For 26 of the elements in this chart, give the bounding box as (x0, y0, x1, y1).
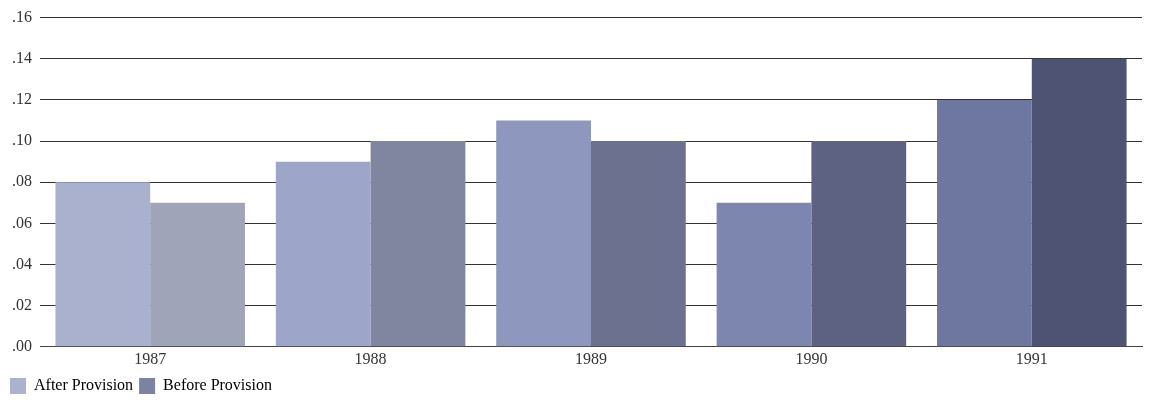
x-tick-label: 1987 (134, 349, 167, 367)
legend-label: After Provision (34, 376, 134, 394)
x-tick-label: 1991 (1015, 349, 1048, 367)
legend-label: Before Provision (163, 376, 272, 394)
y-tick-label: .06 (12, 213, 32, 231)
bar (496, 120, 591, 347)
y-tick-label: .10 (12, 131, 32, 149)
x-tick-label: 1988 (354, 349, 387, 367)
y-tick-label: .08 (12, 172, 32, 190)
y-tick-label: .16 (12, 7, 32, 25)
y-tick-label: .04 (12, 254, 32, 272)
x-tick-label: 1989 (575, 349, 607, 367)
bar (937, 99, 1032, 347)
bar (811, 141, 907, 347)
y-tick-label: .00 (12, 337, 32, 354)
y-tick-label: .02 (12, 295, 32, 313)
bar (716, 202, 812, 347)
bar (1031, 58, 1127, 347)
bar (275, 161, 371, 347)
x-tick-label: 1990 (795, 349, 828, 367)
bar (150, 202, 245, 347)
bar (591, 141, 686, 347)
bar (55, 182, 151, 347)
y-tick-label: .12 (12, 90, 32, 108)
y-tick-label: .14 (12, 48, 32, 66)
bar (370, 141, 466, 347)
